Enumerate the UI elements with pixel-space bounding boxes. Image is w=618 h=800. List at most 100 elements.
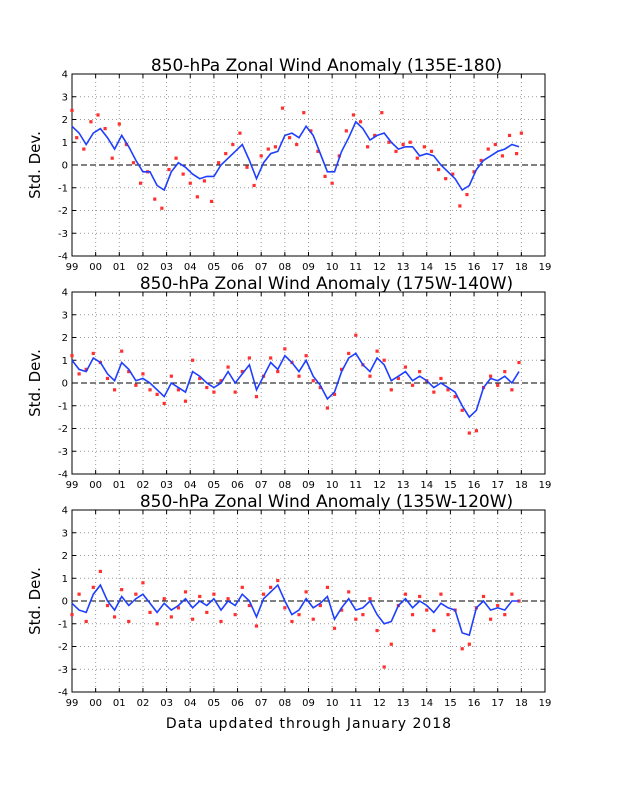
anomaly-point bbox=[311, 617, 315, 621]
anomaly-point bbox=[451, 172, 455, 176]
x-tick-label: 08 bbox=[278, 480, 291, 491]
anomaly-point bbox=[465, 192, 469, 197]
anomaly-point bbox=[105, 376, 110, 381]
x-tick-label: 14 bbox=[420, 262, 433, 273]
anomaly-point bbox=[273, 145, 277, 149]
x-tick-label: 19 bbox=[539, 698, 552, 709]
anomaly-point bbox=[401, 142, 405, 147]
plot-frame bbox=[71, 291, 546, 475]
anomaly-point bbox=[155, 622, 159, 626]
anomaly-point bbox=[330, 181, 334, 185]
x-tick-label: 05 bbox=[208, 262, 221, 273]
anomaly-point bbox=[517, 360, 521, 365]
x-tick-label: 12 bbox=[373, 698, 386, 709]
x-tick-label: 11 bbox=[349, 698, 362, 709]
panel-135e-180: 850-hPa Zonal Wind Anomaly (135E-180) Std… bbox=[26, 56, 551, 273]
anomaly-point bbox=[240, 585, 244, 589]
x-tick-label: 11 bbox=[349, 262, 362, 273]
anomaly-point bbox=[84, 619, 88, 624]
anomaly-point bbox=[318, 385, 322, 390]
x-tick-label: 01 bbox=[113, 262, 126, 273]
anomaly-point bbox=[309, 129, 313, 133]
anomaly-point bbox=[160, 206, 164, 210]
y-tick-label: 0 bbox=[62, 597, 68, 608]
anomaly-point bbox=[410, 383, 415, 387]
x-tick-label: 13 bbox=[397, 480, 410, 491]
anomaly-point bbox=[269, 585, 273, 589]
y-tick-label: 3 bbox=[62, 528, 68, 539]
anomaly-point bbox=[205, 610, 209, 614]
x-tick-label: 07 bbox=[255, 480, 268, 491]
anomaly-point bbox=[347, 351, 351, 356]
anomaly-point bbox=[460, 647, 464, 651]
anomaly-point bbox=[110, 156, 114, 160]
x-tick-label: 19 bbox=[539, 262, 552, 273]
y-axis-label: Std. Dev. bbox=[26, 567, 44, 635]
anomaly-point bbox=[138, 181, 143, 185]
anomaly-point bbox=[198, 376, 202, 381]
anomaly-point bbox=[316, 149, 320, 153]
anomaly-point bbox=[446, 613, 450, 617]
chart-title: 850-hPa Zonal Wind Anomaly (135W-120W) bbox=[140, 492, 513, 512]
y-tick-label: 3 bbox=[62, 92, 68, 103]
anomaly-point bbox=[141, 581, 145, 585]
anomaly-point bbox=[176, 606, 181, 610]
x-tick-label: 12 bbox=[373, 262, 386, 273]
x-tick-label: 10 bbox=[326, 698, 339, 709]
anomaly-point bbox=[446, 388, 450, 392]
x-tick-label: 99 bbox=[66, 262, 79, 273]
anomaly-point bbox=[290, 619, 294, 624]
anomaly-point bbox=[70, 613, 74, 617]
y-tick-label: -3 bbox=[58, 447, 68, 458]
anomaly-point bbox=[188, 181, 192, 185]
x-tick-label: 13 bbox=[397, 262, 410, 273]
anomaly-point bbox=[77, 372, 81, 376]
anomaly-point bbox=[311, 379, 315, 383]
y-tick-label: -4 bbox=[58, 470, 68, 481]
anomaly-point bbox=[259, 154, 263, 158]
anomaly-point bbox=[134, 383, 138, 387]
anomaly-point bbox=[198, 594, 202, 599]
anomaly-point bbox=[238, 131, 242, 135]
anomaly-point bbox=[467, 431, 471, 435]
anomaly-point bbox=[276, 578, 280, 583]
anomaly-point bbox=[148, 388, 152, 392]
x-tick-label: 09 bbox=[302, 262, 315, 273]
anomaly-point bbox=[77, 592, 81, 596]
x-tick-label: 06 bbox=[231, 480, 244, 491]
anomaly-point bbox=[415, 156, 419, 160]
anomaly-point bbox=[91, 351, 95, 356]
anomaly-point bbox=[148, 610, 152, 614]
anomaly-point bbox=[162, 401, 166, 406]
data-updated-footer: Data updated through January 2018 bbox=[165, 716, 453, 732]
anomaly-point bbox=[212, 592, 216, 596]
anomaly-point bbox=[489, 374, 493, 378]
anomaly-point bbox=[496, 383, 500, 387]
anomaly-point bbox=[252, 183, 256, 188]
y-tick-label: 4 bbox=[62, 288, 68, 299]
anomaly-point bbox=[344, 129, 348, 133]
anomaly-point bbox=[169, 374, 173, 378]
anomaly-point bbox=[226, 597, 230, 601]
plot-frame bbox=[71, 73, 546, 257]
anomaly-point bbox=[91, 585, 95, 589]
x-tick-label: 02 bbox=[137, 262, 150, 273]
anomaly-point bbox=[403, 592, 408, 596]
anomaly-point bbox=[205, 385, 209, 390]
anomaly-point bbox=[98, 569, 102, 574]
x-tick-label: 14 bbox=[420, 480, 433, 491]
x-tick-label: 04 bbox=[184, 262, 197, 273]
x-tick-label: 16 bbox=[468, 698, 481, 709]
anomaly-point bbox=[226, 365, 230, 369]
x-tick-label: 09 bbox=[302, 480, 315, 491]
anomaly-point bbox=[304, 354, 308, 358]
anomaly-point bbox=[432, 628, 436, 633]
anomaly-point bbox=[212, 390, 216, 394]
anomaly-point bbox=[418, 370, 422, 374]
anomaly-point bbox=[382, 358, 386, 362]
anomaly-point bbox=[280, 106, 285, 110]
anomaly-point bbox=[120, 349, 124, 353]
anomaly-point bbox=[358, 120, 363, 124]
y-tick-label: -4 bbox=[58, 688, 68, 699]
